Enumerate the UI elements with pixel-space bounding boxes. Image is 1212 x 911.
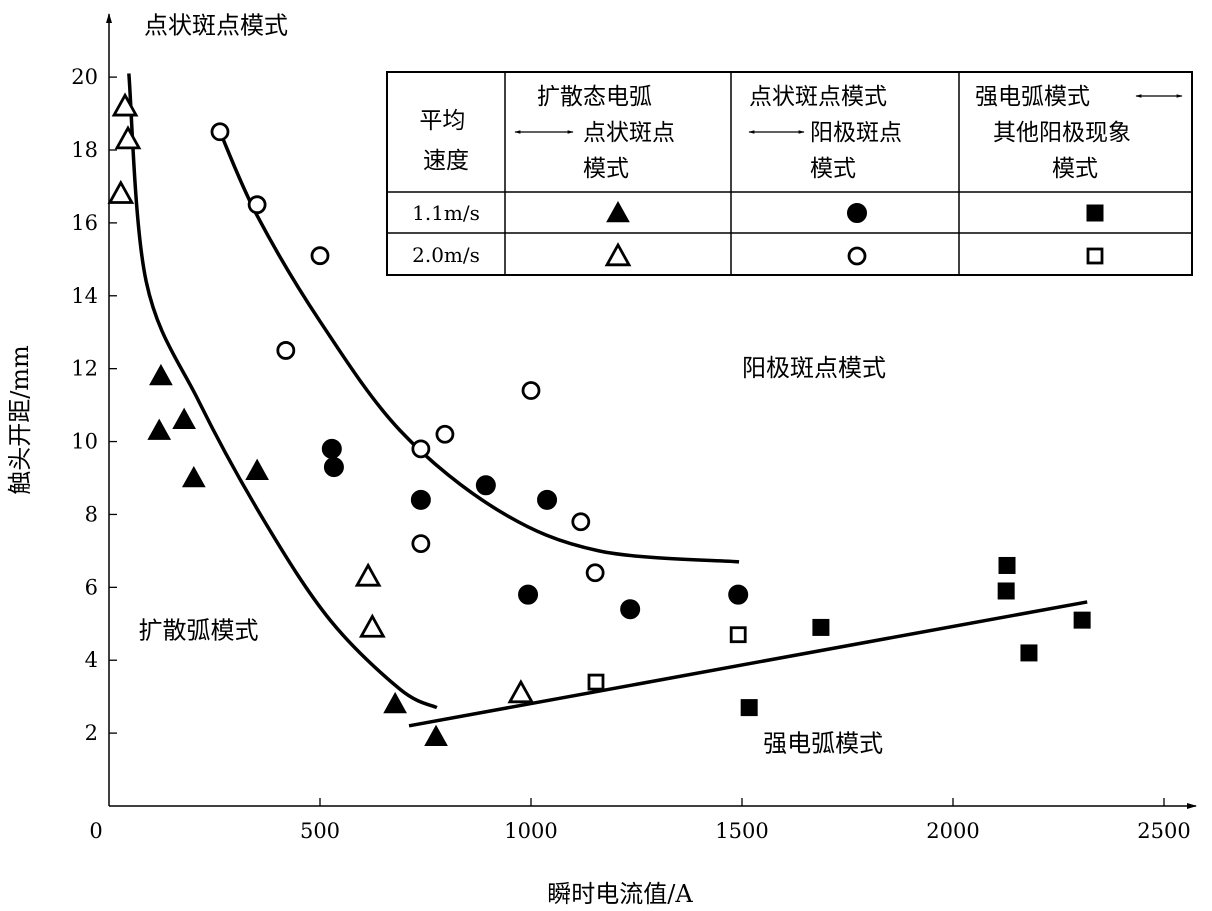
data-point-circle-open [585, 563, 605, 583]
data-point-square-filled [1020, 644, 1038, 662]
data-point-triangle-open [358, 613, 386, 638]
region-label: 点状斑点模式 [144, 11, 288, 39]
legend-marker-circle-open [847, 246, 867, 266]
legend-marker-square-filled [1086, 204, 1104, 222]
y-tick-label: 18 [71, 138, 98, 162]
data-point-square-filled [740, 699, 758, 717]
legend-marker-triangle-open [604, 242, 632, 267]
data-point-triangle-filled [245, 458, 269, 481]
y-tick-label: 4 [85, 648, 98, 672]
data-point-triangle-filled [383, 691, 407, 714]
data-point-triangle-filled [172, 407, 196, 429]
data-point-square-filled [998, 556, 1016, 574]
x-tick-label: 2000 [926, 819, 979, 843]
data-point-circle-open [521, 381, 541, 400]
boundary-spot-anode-curve [218, 131, 740, 564]
data-point-circle-filled [410, 489, 431, 510]
data-point-circle-open [247, 195, 267, 215]
data-point-square-filled [997, 582, 1015, 600]
legend-header-strong: 强电弧模式 其他阳极现象 模式 [975, 84, 1138, 182]
y-tick-label: 10 [71, 430, 98, 454]
x-tick-label: 500 [300, 819, 340, 843]
data-point-triangle-filled [147, 418, 172, 440]
data-point-triangle-open [354, 562, 382, 587]
data-point-triangle-filled [424, 724, 448, 747]
legend-marker-square-open [1086, 247, 1104, 265]
x-tick-label: 1500 [715, 819, 768, 843]
legend-speed-2: 2.0m/s [412, 243, 480, 267]
data-point-circle-open [310, 246, 330, 266]
data-point-triangle-open [114, 125, 142, 150]
data-point-circle-filled [475, 475, 496, 496]
region-label: 强电弧模式 [763, 729, 883, 757]
legend-table: 平均 速度 扩散态电弧 点状斑点 模式 点状斑点模式 阳极斑点 模式 强电弧模式… [386, 71, 1193, 276]
data-point-triangle-open [111, 92, 139, 117]
legend-header-speed: 平均 速度 [419, 108, 472, 174]
y-axis-label: 触头开距/mm [6, 345, 34, 495]
x-axis-label: 瞬时电流值/A [547, 880, 693, 908]
legend-marker-circle-filled [847, 203, 867, 223]
legend-header-spot: 点状斑点模式 阳极斑点 模式 [749, 84, 909, 182]
boundary-diffuse-spot-curve [127, 73, 438, 710]
boundary-strong-arc-curve [408, 600, 1088, 728]
data-point-triangle-open [107, 179, 135, 204]
x-tick-label: 2500 [1137, 819, 1190, 843]
y-tick-label: 6 [85, 575, 98, 599]
axes [106, 13, 1197, 809]
data-point-circle-open [210, 122, 230, 142]
y-tick-label: 12 [71, 357, 98, 381]
data-point-circle-open [411, 534, 431, 553]
x-tick-label: 1000 [504, 819, 557, 843]
data-point-square-filled [812, 618, 830, 636]
y-tick-label: 14 [71, 284, 98, 308]
data-point-square-open [587, 673, 605, 691]
data-point-triangle-open [507, 679, 535, 704]
region-label: 扩散弧模式 [139, 616, 259, 644]
data-point-circle-filled [323, 457, 344, 478]
data-point-square-filled [1073, 611, 1091, 629]
data-point-circle-filled [537, 489, 558, 510]
y-tick-label: 20 [71, 65, 98, 89]
data-point-circle-open [435, 424, 455, 444]
legend-marker-triangle-filled [606, 200, 630, 223]
data-point-circle-filled [321, 438, 342, 459]
y-tick-label: 2 [85, 721, 98, 745]
legend-speed-1: 1.1m/s [412, 201, 480, 225]
legend-header-diffuse: 扩散态电弧 点状斑点 模式 [537, 84, 682, 182]
x-tick-label: 0 [89, 819, 102, 843]
data-point-triangle-filled [181, 465, 206, 488]
data-point-circle-open [411, 439, 431, 459]
data-point-circle-filled [620, 599, 641, 620]
data-point-circle-filled [518, 584, 539, 605]
y-tick-label: 16 [71, 211, 98, 235]
data-point-circle-filled [728, 584, 749, 605]
data-point-triangle-filled [149, 363, 173, 386]
data-point-square-open [729, 626, 747, 644]
region-label: 阳极斑点模式 [742, 354, 886, 382]
y-tick-label: 8 [85, 502, 98, 526]
data-point-circle-open [276, 341, 296, 360]
data-point-circle-open [571, 512, 591, 532]
